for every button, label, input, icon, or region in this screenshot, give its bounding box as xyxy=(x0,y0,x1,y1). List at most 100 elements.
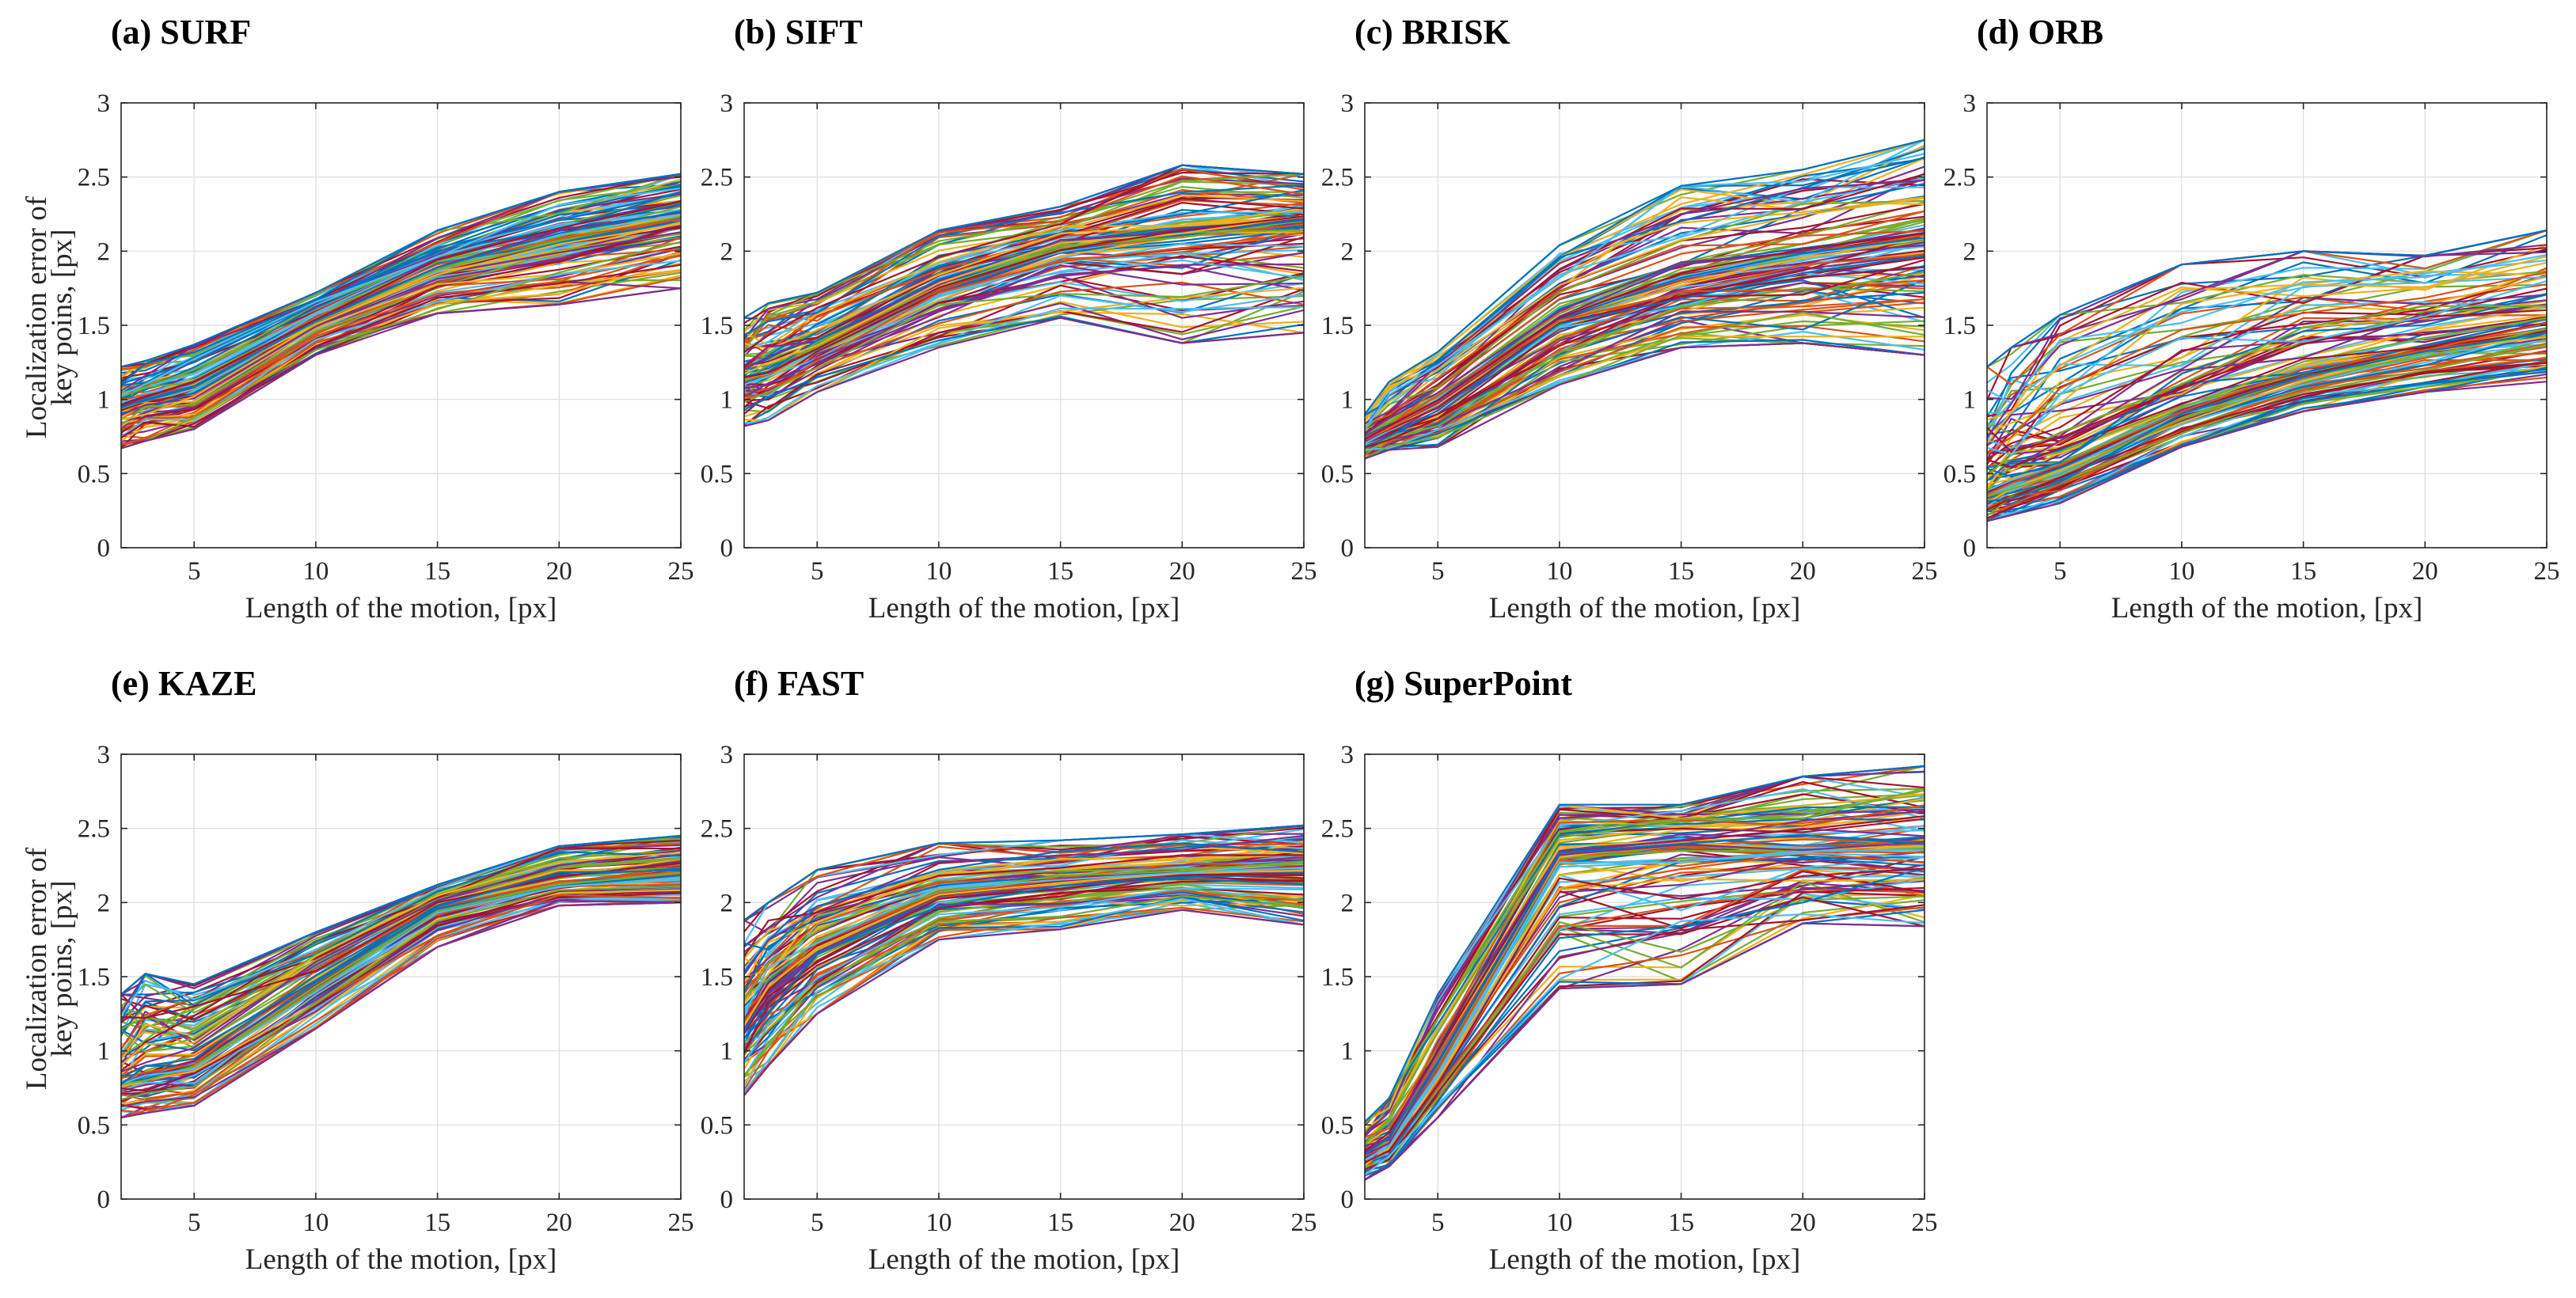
series-line xyxy=(744,842,1304,951)
panel-title: (e) KAZE xyxy=(111,664,257,703)
y-tick-label: 3 xyxy=(1341,89,1354,118)
series-line xyxy=(744,887,1304,1064)
series-group xyxy=(1365,765,1924,1181)
y-axis-label-line1: Localization error of xyxy=(21,847,53,1090)
y-tick-label: 2.5 xyxy=(701,164,733,192)
series-line xyxy=(744,867,1304,1015)
x-tick-label: 15 xyxy=(1047,1209,1073,1237)
panel-surf: 5 10 15 20 25 0 0.5 1 1.5 2 2.5 3 (a) SURF Length of … xyxy=(21,13,694,624)
series-line-upper xyxy=(1365,765,1924,1123)
y-tick-label: 1 xyxy=(720,1038,734,1066)
series-line xyxy=(121,885,681,1101)
series-line xyxy=(744,184,1304,336)
series-line xyxy=(744,834,1304,976)
series-line xyxy=(1987,275,2547,450)
series-line xyxy=(1987,255,2547,444)
y-tick-label: 2 xyxy=(1341,889,1354,917)
series-line xyxy=(744,875,1304,1034)
x-tick-label: 10 xyxy=(302,1209,329,1237)
x-tick-label: 25 xyxy=(1912,557,1938,586)
y-tick-label: 3 xyxy=(720,741,734,769)
x-tick-label: 10 xyxy=(1546,1209,1572,1237)
series-line xyxy=(1365,196,1924,423)
y-tick-label: 3 xyxy=(97,741,111,769)
panel-brisk: 5 10 15 20 25 0 0.5 1 1.5 2 2.5 3 (c) BRISK Length of… xyxy=(1321,13,1938,624)
series-line xyxy=(744,189,1304,368)
series-line xyxy=(1987,303,2547,454)
y-tick-label: 1 xyxy=(97,1038,111,1066)
series-group xyxy=(744,164,1304,427)
series-line-upper xyxy=(1365,139,1924,416)
series-line xyxy=(1365,867,1924,1172)
y-tick-label: 1.5 xyxy=(78,312,110,340)
series-line xyxy=(1365,197,1924,427)
series-line xyxy=(121,836,681,1063)
series-line xyxy=(744,217,1304,350)
x-tick-label: 5 xyxy=(1431,1209,1445,1237)
series-line xyxy=(744,886,1304,1056)
series-line xyxy=(1987,301,2547,415)
y-tick-label: 0.5 xyxy=(1943,460,1976,488)
x-tick-label: 25 xyxy=(2534,557,2560,586)
series-line xyxy=(1365,179,1924,424)
y-tick-label: 0.5 xyxy=(1321,1111,1354,1140)
series-line xyxy=(1365,867,1924,1163)
series-line xyxy=(121,213,681,404)
series-line-upper xyxy=(121,173,681,368)
series-line xyxy=(744,894,1304,1034)
x-tick-label: 15 xyxy=(1668,557,1694,586)
y-tick-label: 1.5 xyxy=(1321,963,1354,992)
series-line xyxy=(1987,332,2547,507)
series-line xyxy=(1365,259,1924,449)
x-tick-label: 25 xyxy=(1291,1209,1317,1237)
series-line xyxy=(1365,253,1924,440)
y-tick-label: 2 xyxy=(720,889,734,917)
series-line xyxy=(121,862,681,1019)
series-line xyxy=(744,841,1304,983)
series-line xyxy=(1365,254,1924,448)
x-tick-label: 10 xyxy=(1546,557,1572,586)
y-tick-label: 1.5 xyxy=(701,312,733,340)
series-line xyxy=(1365,271,1924,457)
y-tick-label: 0.5 xyxy=(701,460,733,488)
series-line xyxy=(744,222,1304,362)
series-line xyxy=(1987,322,2547,447)
series-line xyxy=(744,860,1304,997)
x-axis-label: Length of the motion, [px] xyxy=(2111,592,2423,624)
y-tick-label: 2 xyxy=(1963,237,1977,266)
y-axis-label-line1: Localization error of xyxy=(21,195,53,438)
y-tick-label: 2.5 xyxy=(1321,815,1354,844)
panel-fast: 5 10 15 20 25 0 0.5 1 1.5 2 2.5 3 (f) FAST Length of … xyxy=(701,664,1317,1276)
y-tick-label: 1.5 xyxy=(1321,312,1354,340)
series-line xyxy=(121,264,681,439)
x-axis-label: Length of the motion, [px] xyxy=(868,592,1180,624)
series-line xyxy=(1365,808,1924,1135)
series-line xyxy=(1987,299,2547,469)
x-tick-label: 25 xyxy=(668,557,694,586)
series-line xyxy=(1987,328,2547,498)
x-tick-label: 10 xyxy=(925,557,952,586)
y-tick-label: 3 xyxy=(97,89,111,118)
series-line xyxy=(1987,332,2547,503)
series-line-lower xyxy=(744,909,1304,1096)
y-tick-label: 1 xyxy=(1341,386,1354,415)
series-group xyxy=(1365,139,1924,460)
series-line xyxy=(744,275,1304,403)
series-group xyxy=(121,173,681,450)
series-line xyxy=(121,187,681,397)
series-line-lower xyxy=(121,901,681,1119)
panel-title: (b) SIFT xyxy=(734,13,863,51)
x-tick-label: 25 xyxy=(1912,1209,1938,1237)
series-line-lower xyxy=(121,287,681,450)
y-tick-label: 3 xyxy=(1341,741,1354,769)
series-line xyxy=(121,886,681,1092)
y-tick-label: 1.5 xyxy=(701,963,733,992)
series-group xyxy=(744,824,1304,1096)
series-line xyxy=(744,264,1304,398)
series-line xyxy=(744,879,1304,1054)
x-tick-label: 20 xyxy=(1790,1209,1816,1237)
series-line xyxy=(1987,270,2547,434)
series-line xyxy=(1365,232,1924,441)
series-line xyxy=(1365,913,1924,1176)
